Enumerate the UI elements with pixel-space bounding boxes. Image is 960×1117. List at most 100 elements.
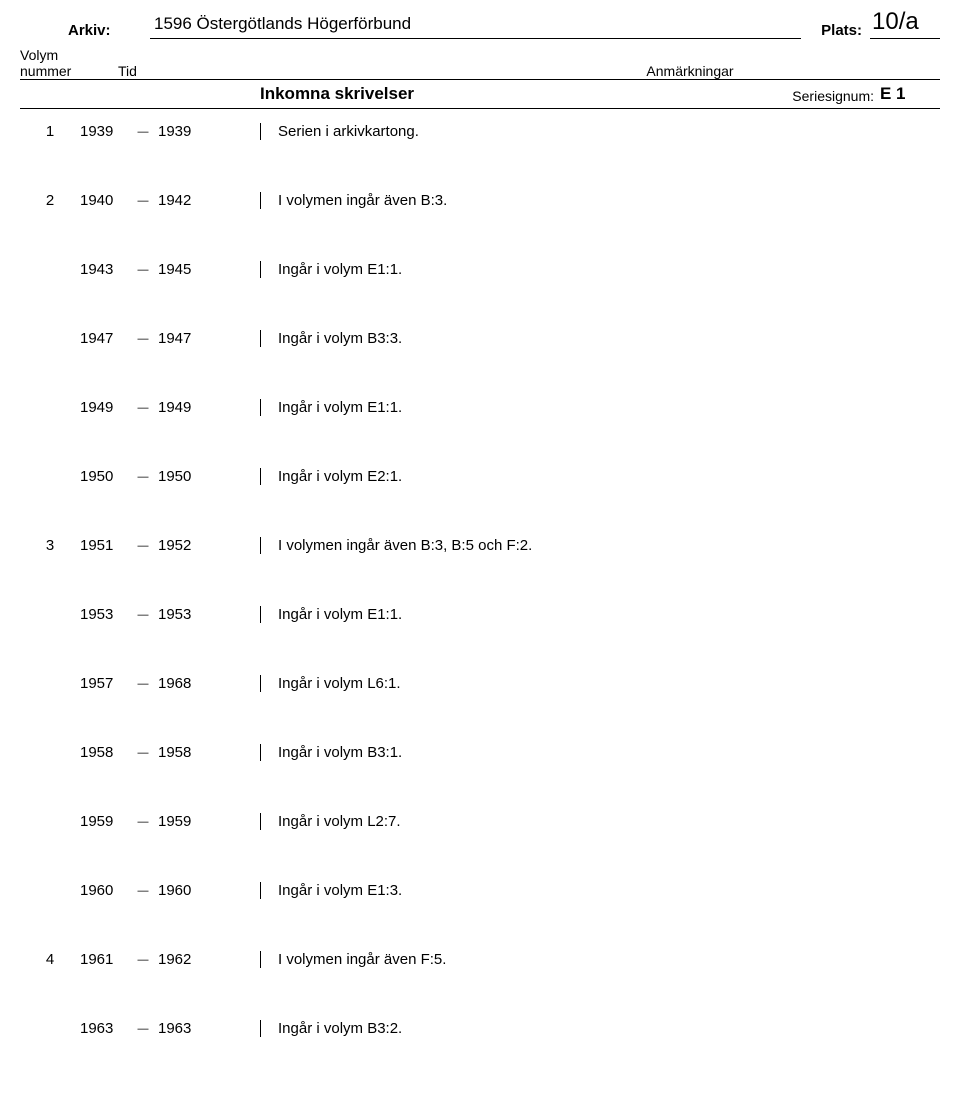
entry-volym-nummer: 1 [20, 123, 80, 140]
entry-row: 21940—1942I volymen ingår även B:3. [20, 192, 940, 247]
entry-tid: 1957—1968 [80, 675, 260, 692]
entry-year-from: 1939 [80, 123, 128, 140]
column-divider [260, 882, 268, 899]
entry-note: Ingår i volym B3:1. [278, 744, 940, 761]
dash-icon: — [128, 471, 158, 483]
dash-icon: — [128, 678, 158, 690]
series-signum-value: E 1 [880, 84, 940, 104]
entry-year-from: 1947 [80, 330, 128, 347]
entry-tid: 1960—1960 [80, 882, 260, 899]
entry-year-to: 1960 [158, 882, 206, 899]
entry-tid: 1951—1952 [80, 537, 260, 554]
dash-icon: — [128, 1023, 158, 1035]
entry-tid: 1961—1962 [80, 951, 260, 968]
entries-list: 11939—1939Serien i arkivkartong.21940—19… [20, 123, 940, 1075]
arkiv-value: 1596 Östergötlands Högerförbund [150, 14, 801, 39]
entry-note: Ingår i volym E1:1. [278, 606, 940, 623]
entry-year-to: 1945 [158, 261, 206, 278]
header-row-1: Arkiv: 1596 Östergötlands Högerförbund P… [20, 8, 940, 39]
entry-volym-nummer: 3 [20, 537, 80, 554]
entry-year-from: 1960 [80, 882, 128, 899]
entry-volym-nummer: 4 [20, 951, 80, 968]
entry-note: Ingår i volym L6:1. [278, 675, 940, 692]
entry-tid: 1953—1953 [80, 606, 260, 623]
dash-icon: — [128, 885, 158, 897]
series-title: Inkomna skrivelser [20, 84, 792, 104]
column-divider [260, 1020, 268, 1037]
dash-icon: — [128, 609, 158, 621]
volnr-line1: Volym [20, 47, 58, 63]
entry-year-to: 1958 [158, 744, 206, 761]
dash-icon: — [128, 954, 158, 966]
entry-note: Ingår i volym L2:7. [278, 813, 940, 830]
entry-note: I volymen ingår även B:3, B:5 och F:2. [278, 537, 940, 554]
series-row: Inkomna skrivelser Seriesignum: E 1 [20, 79, 940, 109]
entry-year-to: 1952 [158, 537, 206, 554]
column-divider [260, 813, 268, 830]
entry-row: 1958—1958 Ingår i volym B3:1. [20, 744, 940, 799]
entry-row: 1950—1950Ingår i volym E2:1. [20, 468, 940, 523]
column-divider [260, 537, 268, 554]
entry-year-from: 1953 [80, 606, 128, 623]
entry-year-to: 1963 [158, 1020, 206, 1037]
volym-nummer-label: Volym nummer [20, 47, 100, 79]
entry-row: 1963—1963Ingår i volym B3:2. [20, 1020, 940, 1075]
entry-tid: 1950—1950 [80, 468, 260, 485]
column-divider [260, 951, 268, 968]
column-divider [260, 399, 268, 416]
column-divider [260, 675, 268, 692]
entry-row: 1949—1949 Ingår i volym E1:1. [20, 399, 940, 454]
entry-row: 31951—1952 I volymen ingår även B:3, B:5 … [20, 537, 940, 592]
entry-year-to: 1959 [158, 813, 206, 830]
entry-note: Ingår i volym E1:3. [278, 882, 940, 899]
entry-year-to: 1947 [158, 330, 206, 347]
tid-label: Tid [100, 63, 260, 79]
entry-year-to: 1942 [158, 192, 206, 209]
entry-year-to: 1939 [158, 123, 206, 140]
volnr-line2: nummer [20, 63, 71, 79]
column-divider [260, 192, 268, 209]
column-divider [260, 330, 268, 347]
entry-year-from: 1940 [80, 192, 128, 209]
entry-year-to: 1968 [158, 675, 206, 692]
entry-row: 1947—1947 Ingår i volym B3:3. [20, 330, 940, 385]
entry-row: 11939—1939Serien i arkivkartong. [20, 123, 940, 178]
column-divider [260, 744, 268, 761]
entry-row: 41961—1962 I volymen ingår även F:5. [20, 951, 940, 1006]
entry-tid: 1949—1949 [80, 399, 260, 416]
column-divider [260, 261, 268, 278]
entry-year-from: 1950 [80, 468, 128, 485]
entry-year-to: 1949 [158, 399, 206, 416]
entry-tid: 1958—1958 [80, 744, 260, 761]
entry-year-from: 1943 [80, 261, 128, 278]
entry-tid: 1940—1942 [80, 192, 260, 209]
archive-listing-page: Arkiv: 1596 Östergötlands Högerförbund P… [0, 0, 960, 1095]
column-divider [260, 123, 268, 140]
entry-year-from: 1958 [80, 744, 128, 761]
entry-note: Ingår i volym B3:3. [278, 330, 940, 347]
entry-year-from: 1961 [80, 951, 128, 968]
anmarkningar-label: Anmärkningar [260, 63, 940, 79]
dash-icon: — [128, 126, 158, 138]
entry-year-from: 1949 [80, 399, 128, 416]
series-signum-label: Seriesignum: [792, 88, 880, 104]
dash-icon: — [128, 333, 158, 345]
entry-note: I volymen ingår även F:5. [278, 951, 940, 968]
entry-note: Ingår i volym E1:1. [278, 399, 940, 416]
entry-year-to: 1953 [158, 606, 206, 623]
dash-icon: — [128, 816, 158, 828]
entry-tid: 1947—1947 [80, 330, 260, 347]
dash-icon: — [128, 264, 158, 276]
entry-tid: 1959—1959 [80, 813, 260, 830]
entry-note: Ingår i volym E1:1. [278, 261, 940, 278]
header-row-2: Volym nummer Tid Anmärkningar [20, 47, 940, 79]
dash-icon: — [128, 195, 158, 207]
entry-note: I volymen ingår även B:3. [278, 192, 940, 209]
entry-row: 1943—1945 Ingår i volym E1:1. [20, 261, 940, 316]
entry-year-to: 1962 [158, 951, 206, 968]
column-divider [260, 606, 268, 623]
entry-year-from: 1957 [80, 675, 128, 692]
entry-row: 1959—1959 Ingår i volym L2:7. [20, 813, 940, 868]
entry-row: 1953—1953 Ingår i volym E1:1. [20, 606, 940, 661]
plats-label: Plats: [821, 22, 870, 39]
